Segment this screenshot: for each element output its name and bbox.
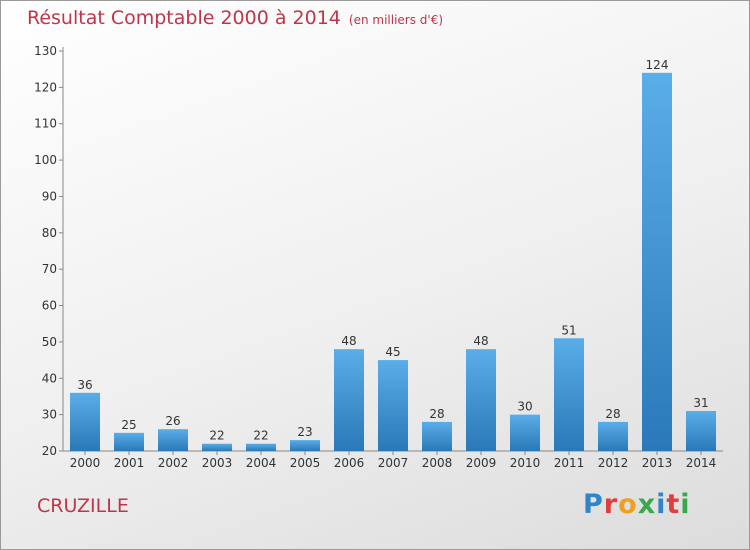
- x-tick-label: 2008: [422, 456, 453, 470]
- y-tick-label: 40: [42, 371, 57, 385]
- x-tick-label: 2011: [554, 456, 585, 470]
- bar-value-label: 26: [165, 414, 180, 428]
- chart-subtitle: (en milliers d'€): [348, 13, 444, 27]
- x-tick-label: 2002: [158, 456, 189, 470]
- x-tick-label: 2009: [466, 456, 497, 470]
- bar: [686, 411, 716, 451]
- x-tick-label: 2000: [70, 456, 101, 470]
- x-tick-label: 2006: [334, 456, 365, 470]
- x-tick-label: 2004: [246, 456, 277, 470]
- x-tick-label: 2007: [378, 456, 409, 470]
- bar-value-label: 22: [253, 429, 268, 443]
- bar: [246, 443, 276, 451]
- x-tick-label: 2014: [686, 456, 717, 470]
- chart-title: Résultat Comptable 2000 à 2014 (en millie…: [27, 7, 443, 29]
- y-tick-label: 80: [42, 226, 57, 240]
- proxiti-logo: Proxiti: [583, 489, 691, 520]
- bar-value-label: 28: [429, 407, 444, 421]
- bar: [290, 440, 320, 451]
- bar-value-label: 22: [209, 429, 224, 443]
- y-tick-label: 50: [42, 335, 57, 349]
- x-tick-label: 2001: [114, 456, 145, 470]
- bar: [466, 349, 496, 451]
- bar: [642, 72, 672, 452]
- y-tick-label: 110: [34, 117, 57, 131]
- town-name: CRUZILLE: [37, 495, 129, 517]
- bar-value-label: 45: [385, 345, 400, 359]
- y-tick-label: 30: [42, 408, 57, 422]
- bar: [554, 338, 584, 451]
- bar-value-label: 51: [561, 323, 576, 337]
- x-tick-label: 2010: [510, 456, 541, 470]
- x-tick-label: 2013: [642, 456, 673, 470]
- bar-value-label: 30: [517, 400, 532, 414]
- bar-value-label: 28: [605, 407, 620, 421]
- bar: [202, 443, 232, 451]
- bar-value-label: 124: [646, 58, 669, 72]
- x-tick-label: 2012: [598, 456, 629, 470]
- y-tick-label: 90: [42, 189, 57, 203]
- bar: [334, 349, 364, 451]
- bar-value-label: 48: [473, 334, 488, 348]
- bar: [378, 360, 408, 451]
- bar: [510, 414, 540, 451]
- bar-value-label: 31: [693, 396, 708, 410]
- y-tick-label: 60: [42, 299, 57, 313]
- y-tick-label: 130: [34, 44, 57, 58]
- bar: [422, 421, 452, 451]
- bar-value-label: 25: [121, 418, 136, 432]
- x-tick-label: 2003: [202, 456, 233, 470]
- chart-title-text: Résultat Comptable 2000 à 2014: [27, 7, 341, 29]
- x-tick-label: 2005: [290, 456, 321, 470]
- bar: [158, 429, 188, 451]
- y-tick-label: 20: [42, 444, 57, 458]
- y-tick-label: 100: [34, 153, 57, 167]
- bar: [114, 432, 144, 451]
- bar: [598, 421, 628, 451]
- y-tick-label: 120: [34, 80, 57, 94]
- bar: [70, 392, 100, 451]
- bar-value-label: 23: [297, 425, 312, 439]
- bar-value-label: 36: [77, 378, 92, 392]
- bar-value-label: 48: [341, 334, 356, 348]
- y-tick-label: 70: [42, 262, 57, 276]
